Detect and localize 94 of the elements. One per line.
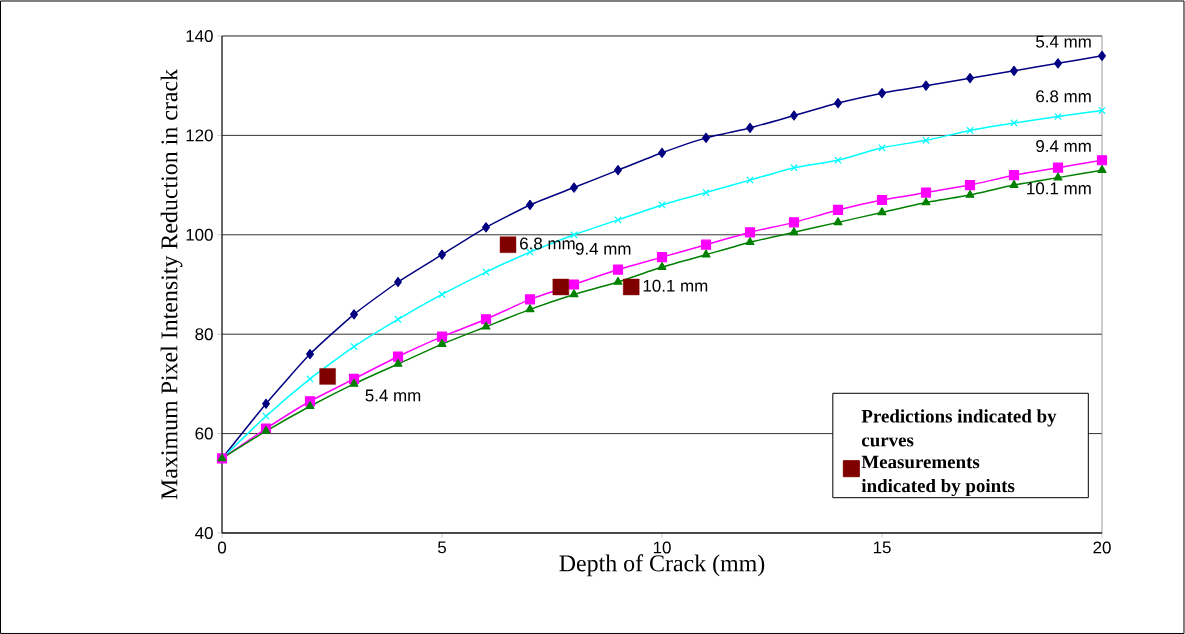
point <box>744 227 756 238</box>
legend-label: Measurements indicated by points <box>861 455 1015 497</box>
point <box>614 165 622 176</box>
point <box>623 278 640 296</box>
point <box>570 231 578 239</box>
point <box>1097 165 1107 174</box>
point <box>1054 112 1062 121</box>
point <box>393 358 403 367</box>
point <box>350 309 358 320</box>
point <box>552 278 570 296</box>
y-tick-label: 100 <box>186 228 213 241</box>
point <box>612 264 624 275</box>
point <box>1008 170 1020 181</box>
point <box>568 279 580 290</box>
point <box>1098 106 1106 115</box>
point <box>877 207 887 216</box>
point <box>790 110 798 121</box>
point <box>788 217 800 228</box>
x-tick-label: 15 <box>873 541 891 554</box>
annotation: 9.4 mm <box>575 242 631 255</box>
series-label: 10.1 mm <box>1027 182 1091 195</box>
point <box>392 351 404 362</box>
annotation: 6.8 mm <box>520 237 575 250</box>
point <box>306 375 314 383</box>
series-label: 6.8 mm <box>1036 90 1091 103</box>
point <box>525 304 535 313</box>
point <box>570 182 578 193</box>
y-tick-label: 60 <box>195 427 213 440</box>
point <box>834 156 842 165</box>
y-tick-label: 120 <box>186 129 213 142</box>
point <box>350 342 358 351</box>
x-axis-title: Depth of Crack (mm) <box>559 554 765 577</box>
annotation: 5.4 mm <box>365 389 421 402</box>
point <box>262 398 270 409</box>
point <box>438 290 446 299</box>
point <box>922 136 930 145</box>
point <box>878 88 886 99</box>
x-tick-label: 5 <box>437 541 446 554</box>
point <box>966 73 974 84</box>
point <box>920 187 932 198</box>
point <box>1053 172 1063 181</box>
series-label: 5.4 mm <box>1036 35 1091 48</box>
point <box>569 289 579 298</box>
point <box>438 249 446 260</box>
point <box>1010 65 1018 76</box>
point <box>921 197 931 206</box>
point <box>964 179 976 191</box>
y-axis-title: Maximum Pixel Intensity Reduction in crack <box>160 68 183 500</box>
point <box>480 314 492 325</box>
x-tick-label: 20 <box>1093 541 1111 554</box>
legend-title: Predictions indicated by curves <box>861 409 1057 447</box>
point <box>394 315 402 324</box>
point <box>878 144 886 152</box>
point <box>965 189 975 198</box>
point <box>1052 162 1064 173</box>
point <box>966 126 974 135</box>
point <box>1096 155 1108 166</box>
series-label: 9.4 mm <box>1036 140 1091 153</box>
point <box>614 216 622 224</box>
point <box>701 249 711 258</box>
point <box>702 188 710 197</box>
point <box>305 401 315 410</box>
point <box>746 176 754 184</box>
x-tick-label: 0 <box>217 541 227 554</box>
point <box>745 237 755 246</box>
annotation: 10.1 mm <box>643 279 708 292</box>
y-tick-label: 140 <box>186 29 213 42</box>
point <box>1054 58 1062 69</box>
point <box>922 80 930 91</box>
point <box>658 201 666 209</box>
y-tick-label: 80 <box>195 328 213 341</box>
point <box>790 163 798 172</box>
point <box>349 378 359 387</box>
point <box>656 252 668 263</box>
point <box>658 147 666 158</box>
point <box>499 236 517 253</box>
point <box>482 222 490 233</box>
point <box>833 217 843 226</box>
point <box>1009 179 1019 188</box>
point <box>876 194 888 206</box>
point <box>437 339 447 347</box>
point <box>613 276 623 285</box>
point <box>657 261 667 270</box>
point <box>524 294 536 305</box>
point <box>1098 50 1106 61</box>
point <box>262 412 270 420</box>
point <box>702 132 710 143</box>
point <box>832 204 844 216</box>
point <box>700 239 712 250</box>
point <box>319 368 336 385</box>
point <box>789 227 799 236</box>
y-tick-label: 40 <box>195 526 213 539</box>
point <box>481 321 491 330</box>
x-tick-label: 10 <box>653 541 671 554</box>
